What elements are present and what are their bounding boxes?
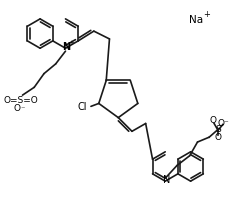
Text: N: N	[62, 42, 70, 52]
Text: +: +	[202, 11, 209, 19]
Text: O: O	[214, 133, 221, 142]
Text: N: N	[162, 175, 169, 185]
Text: S: S	[214, 125, 220, 134]
Text: Na: Na	[189, 15, 203, 25]
Text: +: +	[68, 40, 74, 46]
Text: Cl: Cl	[77, 102, 87, 112]
Text: O: O	[13, 104, 20, 113]
Text: ⁻: ⁻	[20, 104, 25, 113]
Text: O⁻: O⁻	[217, 119, 229, 128]
Text: O: O	[209, 116, 216, 125]
Text: O=S=O: O=S=O	[3, 96, 38, 104]
